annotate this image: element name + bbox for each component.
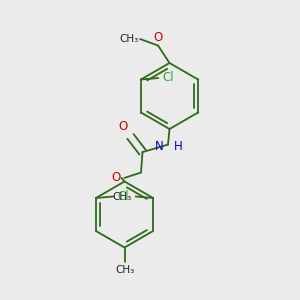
Text: Cl: Cl — [163, 71, 174, 85]
Text: CH₃: CH₃ — [112, 191, 131, 202]
Text: Cl: Cl — [118, 190, 129, 203]
Text: O: O — [154, 31, 163, 44]
Text: N: N — [155, 140, 164, 153]
Text: CH₃: CH₃ — [120, 34, 139, 44]
Text: O: O — [112, 171, 121, 184]
Text: CH₃: CH₃ — [115, 265, 134, 275]
Text: H: H — [173, 140, 182, 153]
Text: O: O — [119, 121, 128, 134]
